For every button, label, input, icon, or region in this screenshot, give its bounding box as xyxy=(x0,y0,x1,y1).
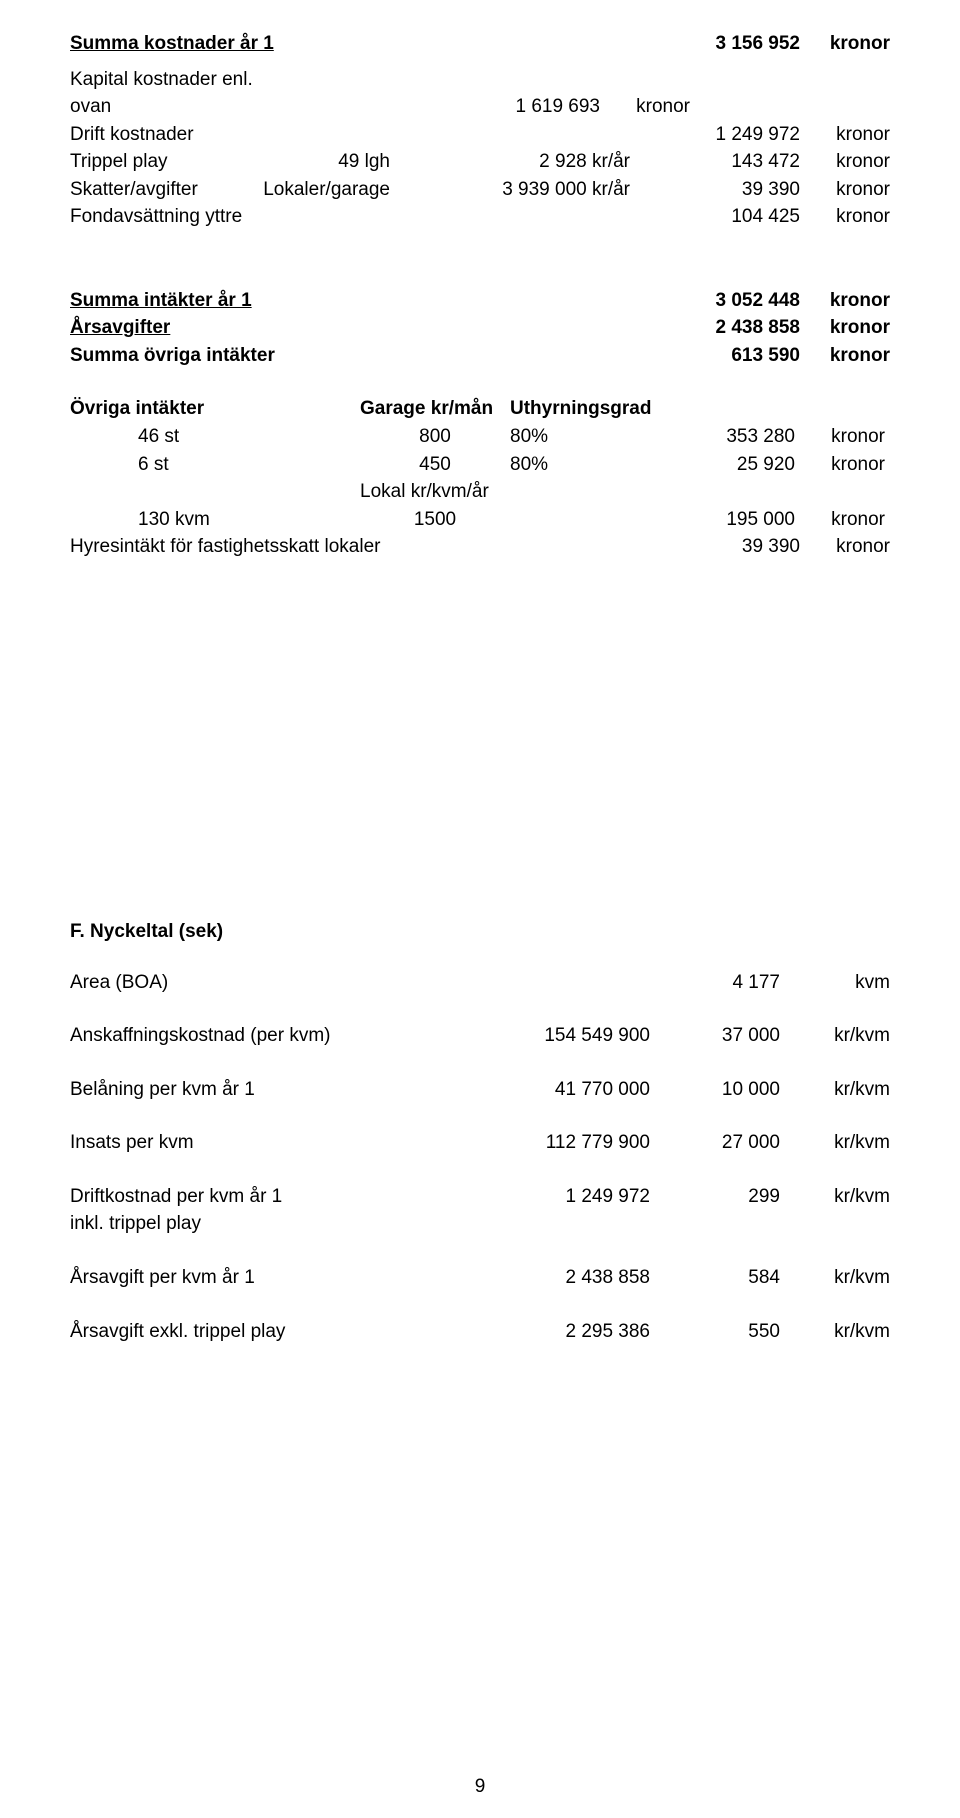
ovriga-cell: 353 280 xyxy=(655,423,795,451)
ovriga-cell: 6 st xyxy=(70,451,360,479)
nyck-v1: 154 549 900 xyxy=(470,1022,650,1050)
nyck-unit: kr/kvm xyxy=(780,1264,890,1292)
arsavgifter-value: 2 438 858 xyxy=(660,314,800,342)
cost-row-value: 1 619 693 xyxy=(460,93,600,121)
cost-row-unit: kronor xyxy=(800,148,890,176)
nyck-v2: 584 xyxy=(650,1264,780,1292)
cost-row-value: 1 249 972 xyxy=(660,121,800,149)
arsavgifter-label: Årsavgifter xyxy=(70,314,660,342)
nyck-label: Anskaffningskostnad (per kvm) xyxy=(70,1022,470,1050)
lokal-cell xyxy=(510,506,655,534)
hyresintakt-label: Hyresintäkt för fastighetsskatt lokaler xyxy=(70,533,660,561)
ovriga-cell: 25 920 xyxy=(655,451,795,479)
lokal-cell: kronor xyxy=(795,506,885,534)
cost-row-label: Fondavsättning yttre xyxy=(70,203,660,231)
cost-row-value: 104 425 xyxy=(660,203,800,231)
nyck-sublabel: inkl. trippel play xyxy=(70,1210,470,1238)
ovriga-intakter-sum-label: Summa övriga intäkter xyxy=(70,342,660,370)
ovriga-cell: 80% xyxy=(510,451,655,479)
ovriga-cell: 46 st xyxy=(70,423,360,451)
nyck-unit: kr/kvm xyxy=(780,1076,890,1104)
nyck-label: Insats per kvm xyxy=(70,1129,470,1157)
nyck-v2: 4 177 xyxy=(650,969,780,997)
nyck-v1: 112 779 900 xyxy=(470,1129,650,1157)
ovriga-intakter-sum-unit: kronor xyxy=(800,342,890,370)
ovriga-cell: 450 xyxy=(360,451,510,479)
nyck-label: Area (BOA) xyxy=(70,969,470,997)
cost-row-value: 39 390 xyxy=(660,176,800,204)
cost-row-sub1: Lokaler/garage xyxy=(250,176,390,204)
cost-row-label: Drift kostnader xyxy=(70,121,660,149)
cost-row-sub1: 49 lgh xyxy=(250,148,390,176)
ovriga-cell: kronor xyxy=(795,451,885,479)
summa-intakter-title: Summa intäkter år 1 xyxy=(70,287,660,315)
cost-row-label: Skatter/avgifter xyxy=(70,176,250,204)
arsavgifter-unit: kronor xyxy=(800,314,890,342)
ovriga-header-b: Garage kr/mån xyxy=(360,395,510,423)
hyresintakt-value: 39 390 xyxy=(660,533,800,561)
summa-intakter-unit: kronor xyxy=(800,287,890,315)
lokal-cell: 130 kvm xyxy=(70,506,360,534)
ovriga-cell: 80% xyxy=(510,423,655,451)
nyckeltal-table: Area (BOA) 4 177 kvm Anskaffningskostnad… xyxy=(70,969,890,1345)
cost-row-label-cont: ovan xyxy=(70,93,190,121)
ovriga-intakter-table: Övriga intäkter Garage kr/mån Uthyrnings… xyxy=(70,395,890,560)
nyck-label: Årsavgift exkl. trippel play xyxy=(70,1318,470,1346)
nyck-v2: 37 000 xyxy=(650,1022,780,1050)
nyck-v1: 1 249 972 xyxy=(470,1183,650,1211)
ovriga-intakter-sum-value: 613 590 xyxy=(660,342,800,370)
lokal-cell: 1500 xyxy=(360,506,510,534)
cost-row-sub2: 2 928 kr/år xyxy=(390,148,660,176)
nyck-v1 xyxy=(470,969,650,997)
cost-row-sub2: 3 939 000 kr/år xyxy=(390,176,660,204)
nyck-v1: 2 295 386 xyxy=(470,1318,650,1346)
nyck-v1: 41 770 000 xyxy=(470,1076,650,1104)
ovriga-header-c: Uthyrningsgrad xyxy=(510,395,655,423)
page-number: 9 xyxy=(0,1776,960,1798)
hyresintakt-unit: kronor xyxy=(800,533,890,561)
nyck-unit: kvm xyxy=(780,969,890,997)
nyck-v2: 27 000 xyxy=(650,1129,780,1157)
lokal-label: Lokal kr/kvm/år xyxy=(360,478,510,506)
ovriga-cell: 800 xyxy=(360,423,510,451)
cost-row-unit: kronor xyxy=(800,121,890,149)
nyck-unit: kr/kvm xyxy=(780,1129,890,1157)
summa-kostnader-value: 3 156 952 xyxy=(660,30,800,58)
nyck-v2: 299 xyxy=(650,1183,780,1211)
cost-row-unit: kronor xyxy=(800,203,890,231)
cost-row-label: Kapital kostnader enl. xyxy=(70,66,660,94)
nyck-unit: kr/kvm xyxy=(780,1183,890,1211)
nyck-unit: kr/kvm xyxy=(780,1022,890,1050)
summa-kostnader-unit: kronor xyxy=(800,30,890,58)
ovriga-cell: kronor xyxy=(795,423,885,451)
nyck-v2: 10 000 xyxy=(650,1076,780,1104)
cost-row-value: 143 472 xyxy=(660,148,800,176)
nyck-v2: 550 xyxy=(650,1318,780,1346)
nyck-label: Driftkostnad per kvm år 1 xyxy=(70,1183,470,1211)
nyckeltal-heading: F. Nyckeltal (sek) xyxy=(70,921,890,943)
lokal-cell: 195 000 xyxy=(655,506,795,534)
nyck-label: Belåning per kvm år 1 xyxy=(70,1076,470,1104)
nyck-unit: kr/kvm xyxy=(780,1318,890,1346)
nyck-v1: 2 438 858 xyxy=(470,1264,650,1292)
summa-kostnader-title: Summa kostnader år 1 xyxy=(70,30,660,58)
ovriga-header-a: Övriga intäkter xyxy=(70,395,360,423)
cost-row-unit: kronor xyxy=(800,176,890,204)
cost-row-label: Trippel play xyxy=(70,148,250,176)
summa-intakter-value: 3 052 448 xyxy=(660,287,800,315)
cost-row-unit: kronor xyxy=(600,93,690,121)
nyck-label: Årsavgift per kvm år 1 xyxy=(70,1264,470,1292)
